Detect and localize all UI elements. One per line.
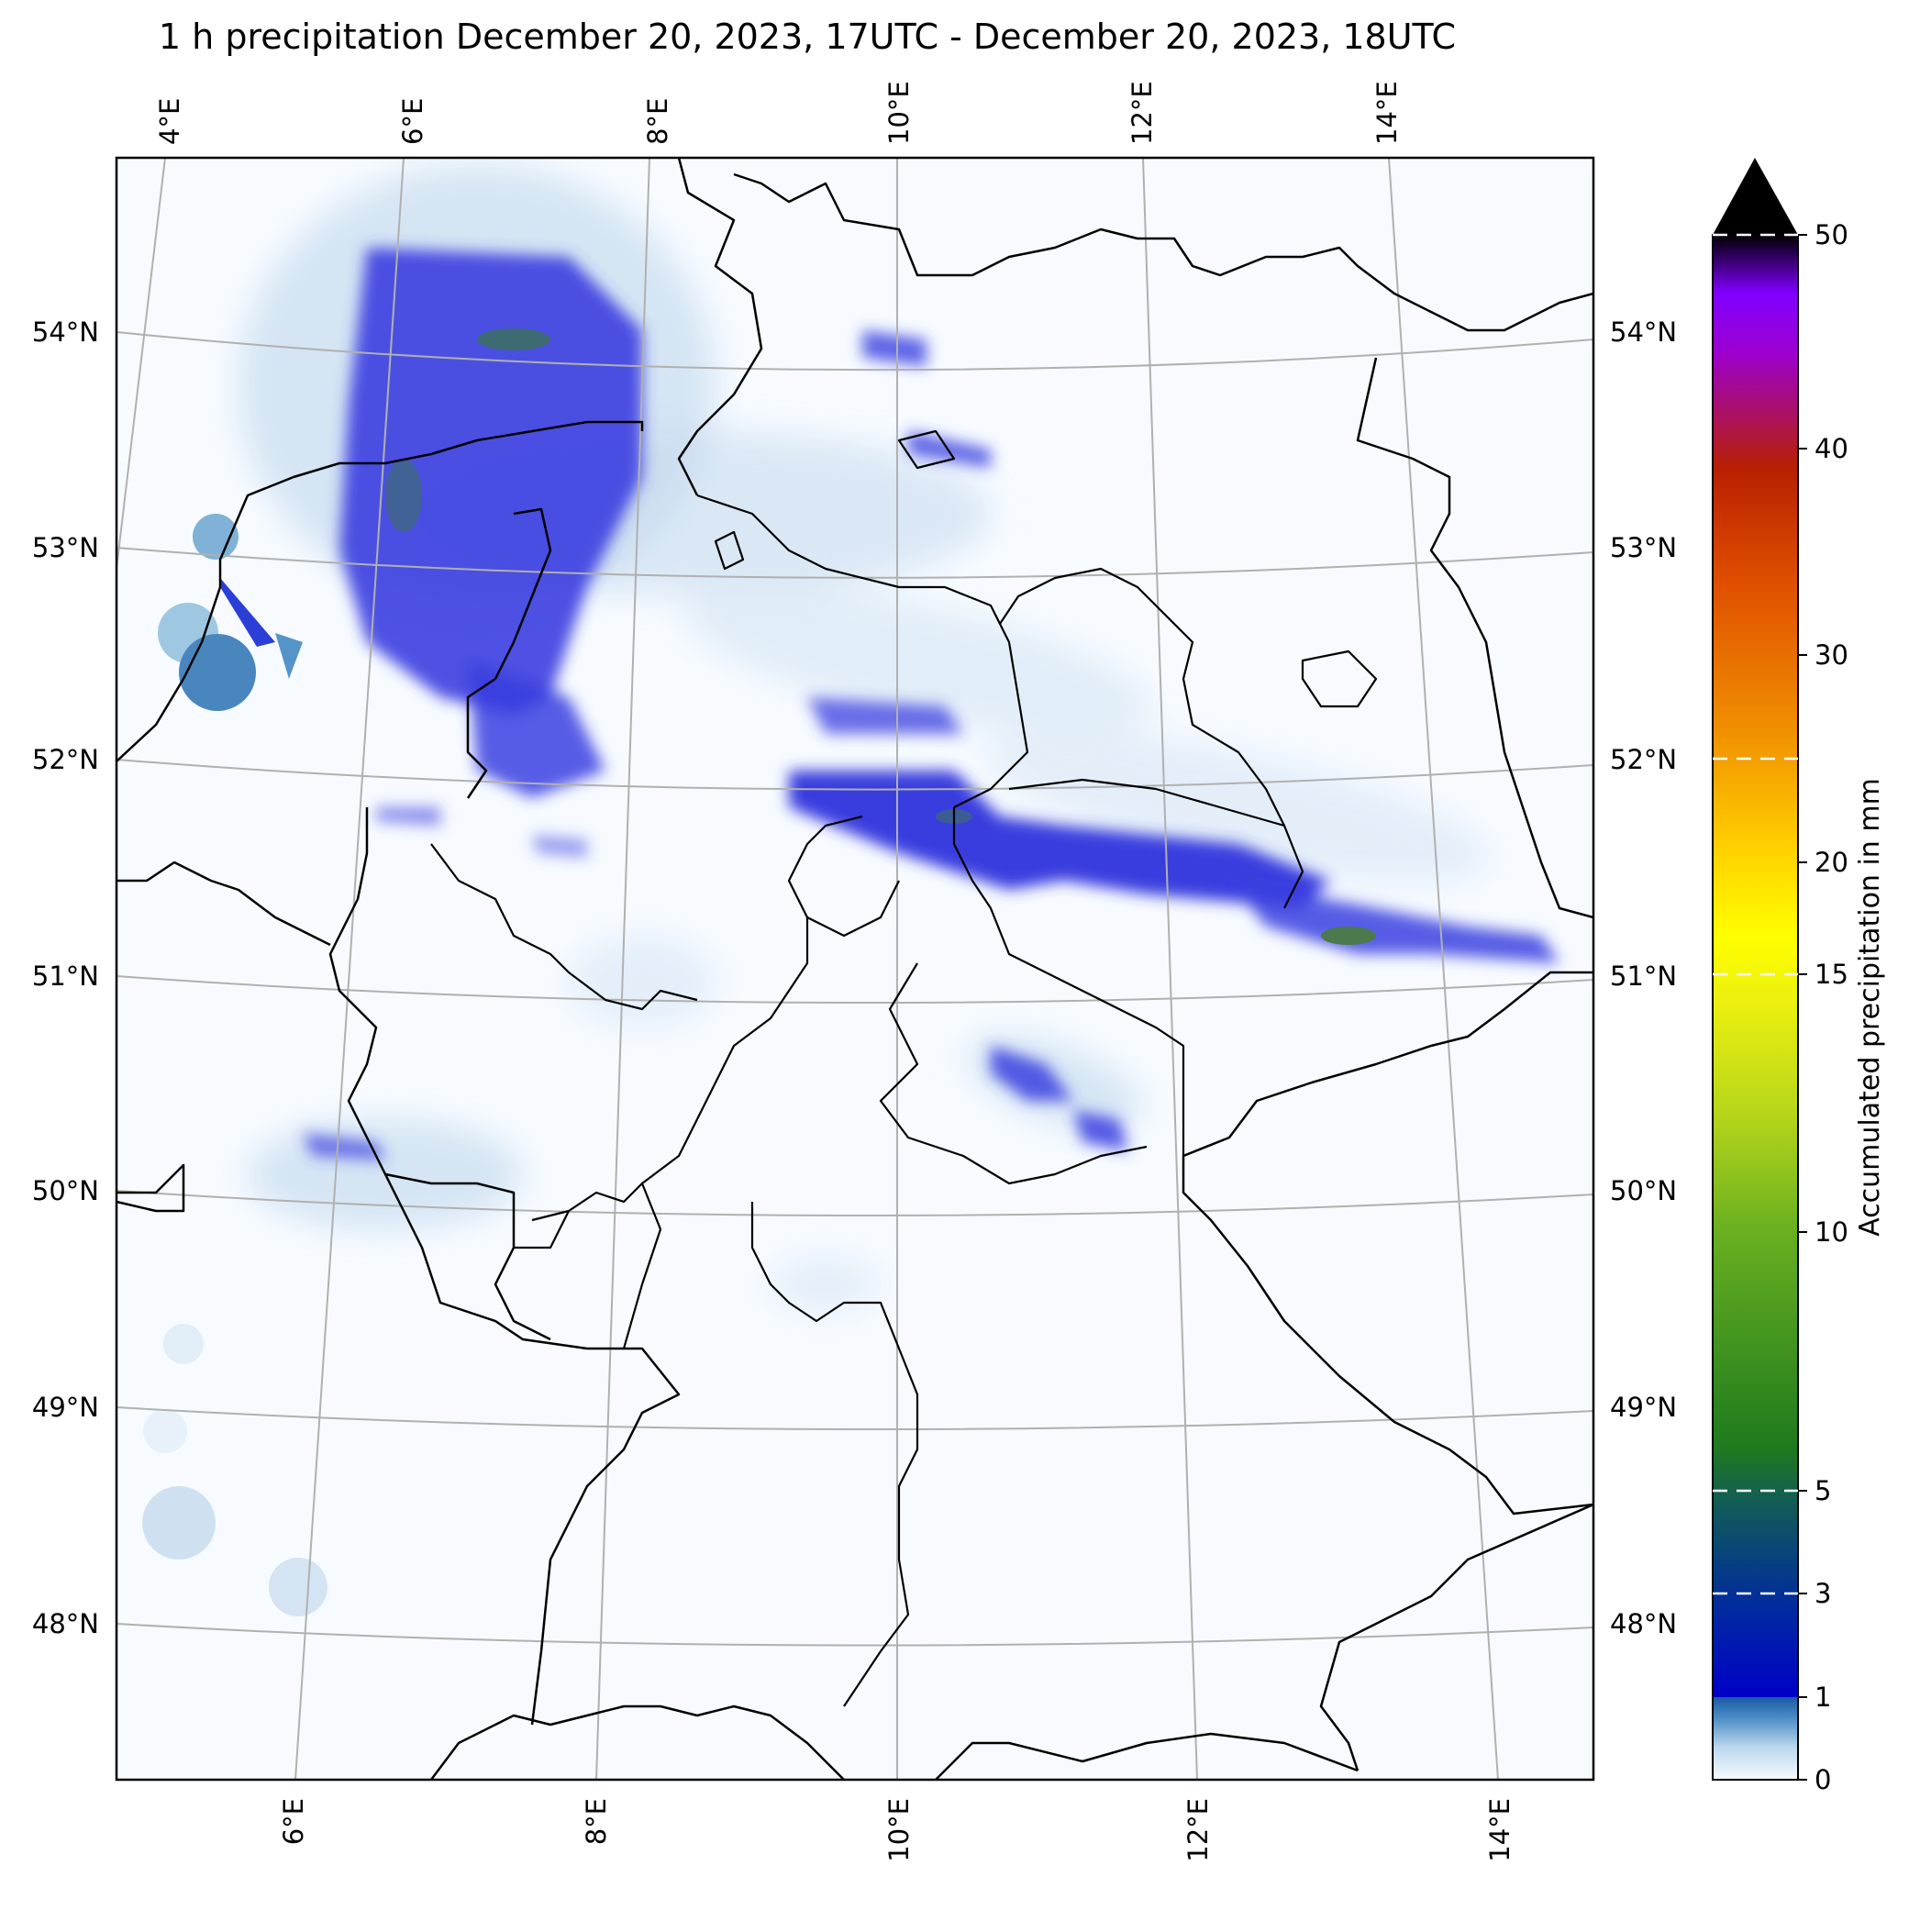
bottom-lon-label: 12°E [1182, 1798, 1214, 1862]
right-latitude-labels: 54°N 53°N 52°N 51°N 50°N 49°N 48°N [1610, 316, 1677, 1639]
country-and-state-borders [117, 158, 1593, 1780]
map-panel [117, 158, 1593, 1780]
border-de-at-south [935, 1732, 1359, 1780]
coastline-baltic [733, 172, 1593, 332]
state-border-11 [514, 1210, 570, 1249]
graticule [117, 158, 1593, 1780]
bottom-lon-label: 6°E [278, 1798, 309, 1845]
right-lat-label: 54°N [1610, 316, 1677, 348]
hamburg-border [897, 429, 956, 470]
state-border-9 [750, 1202, 919, 1707]
left-lat-label: 48°N [32, 1608, 99, 1639]
coastline-netherlands [117, 420, 644, 762]
right-lat-label: 50°N [1610, 1175, 1677, 1206]
colorbar-tick-label: 3 [1815, 1578, 1831, 1609]
left-latitude-labels: 54°N 53°N 52°N 51°N 50°N 49°N 48°N [32, 316, 99, 1639]
top-longitude-labels: 4°E 6°E 8°E 10°E 12°E 14°E [154, 81, 1403, 145]
colorbar-tick-label: 30 [1815, 639, 1848, 671]
colorbar-tick-label: 50 [1815, 219, 1848, 250]
colorbar-frame [1712, 234, 1799, 1781]
colorbar-tick-label: 1 [1815, 1682, 1831, 1713]
radar-artifacts [142, 514, 327, 1616]
state-border-8 [430, 843, 698, 1011]
colorbar-tick-label: 40 [1815, 433, 1848, 464]
state-border-10 [622, 1183, 662, 1349]
top-lon-label: 14°E [1371, 81, 1403, 145]
state-border-5 [787, 815, 900, 938]
colorbar-light-segment [1713, 1697, 1798, 1780]
colorbar-tick-label: 5 [1815, 1475, 1831, 1506]
state-border-3 [1008, 778, 1285, 827]
state-border-4 [952, 807, 1185, 1156]
bottom-lon-label: 8°E [581, 1798, 612, 1845]
right-lat-label: 53°N [1610, 532, 1677, 563]
border-de-cz [1182, 971, 1593, 1516]
colorbar-label: Accumulated precipitation in mm [1854, 778, 1886, 1237]
colorbar: 0 1 3 5 10 15 20 30 40 50 Accumulated precipitati… [1712, 158, 1886, 1795]
state-border-1 [696, 494, 1029, 808]
border-lu [117, 1163, 185, 1213]
berlin-border [1301, 650, 1378, 708]
colorbar-tick-label: 20 [1815, 847, 1848, 878]
colorbar-tick-label: 0 [1815, 1764, 1831, 1795]
left-lat-label: 54°N [32, 316, 99, 348]
state-border-6 [879, 962, 1148, 1185]
colorbar-main-segment [1713, 235, 1798, 1697]
state-border-7 [531, 917, 809, 1222]
moderate-precipitation-areas [303, 248, 1559, 1160]
map-title: 1 h precipitation December 20, 2023, 17U… [158, 17, 1457, 57]
right-lat-label: 52°N [1610, 744, 1677, 775]
heavy-precipitation-cores [385, 328, 1376, 945]
left-lat-label: 50°N [32, 1175, 99, 1206]
left-lat-label: 52°N [32, 744, 99, 775]
border-de-ch [430, 1704, 845, 1780]
bottom-lon-label: 10°E [883, 1798, 915, 1862]
bottom-longitude-labels: 6°E 8°E 10°E 12°E 14°E [278, 1798, 1515, 1862]
map-frame [115, 156, 1595, 1782]
state-border-2 [999, 567, 1304, 909]
top-lon-label: 10°E [883, 81, 915, 145]
border-de-at-east [1319, 1503, 1593, 1771]
colorbar-ticks: 0 1 3 5 10 15 20 30 40 50 [1798, 219, 1848, 1795]
colorbar-tick-label: 10 [1815, 1216, 1848, 1248]
border-be-de-north [117, 861, 331, 947]
right-lat-label: 49°N [1610, 1392, 1677, 1423]
colorbar-dashed-lines [1713, 233, 1798, 1595]
bremen-border [714, 530, 745, 571]
left-lat-label: 53°N [32, 532, 99, 563]
border-saar [384, 1172, 551, 1341]
border-de-fr-lu-be [328, 807, 681, 1726]
colorbar-extend-arrow [1713, 158, 1798, 235]
colorbar-tick-label: 15 [1815, 959, 1848, 990]
top-lon-label: 6°E [397, 98, 428, 145]
top-lon-label: 8°E [642, 98, 673, 145]
border-nl-de [466, 507, 552, 799]
left-lat-label: 51°N [32, 960, 99, 992]
top-lon-label: 12°E [1126, 81, 1158, 145]
coastline-north-sea-schleswig [677, 158, 763, 496]
left-lat-label: 49°N [32, 1392, 99, 1423]
right-lat-label: 48°N [1610, 1608, 1677, 1639]
top-lon-label: 4°E [154, 98, 185, 145]
border-de-pl [1356, 357, 1593, 919]
right-lat-label: 51°N [1610, 960, 1677, 992]
bottom-lon-label: 14°E [1484, 1798, 1515, 1862]
state-borders [430, 429, 1378, 1707]
